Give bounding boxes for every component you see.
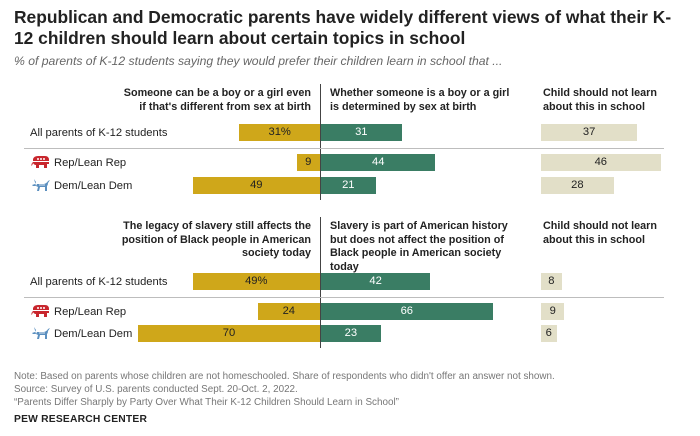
- bar-left-value-label: 9: [305, 156, 312, 168]
- row-label: Rep/Lean Rep: [54, 156, 127, 169]
- bar-neither-value-label: 28: [571, 179, 584, 191]
- bar-right-value-label: 31: [355, 126, 368, 138]
- bar-neither: [541, 177, 614, 194]
- bar-right: [321, 177, 376, 194]
- chart-subtitle: % of parents of K-12 students saying the…: [14, 54, 503, 68]
- footnote-source: Source: Survey of U.S. parents conducted…: [14, 384, 298, 395]
- column-header-middle: Whether someone is a boy or a girl is de…: [330, 87, 510, 113]
- bar-neither-value-label: 46: [594, 156, 608, 168]
- row-separator: [24, 148, 664, 149]
- row-label: Dem/Lean Dem: [54, 327, 133, 340]
- footnote-report: “Parents Differ Sharply by Party Over Wh…: [14, 397, 399, 408]
- bar-left: [257, 303, 320, 320]
- row-label: All parents of K-12 students: [30, 126, 168, 139]
- bar-neither: [541, 154, 661, 171]
- bar-neither: [541, 325, 557, 342]
- column-header-right: Child should not learn about this in sch…: [543, 220, 657, 246]
- bar-left: [192, 177, 320, 194]
- bar-right: [321, 124, 402, 141]
- bar-left: [239, 124, 320, 141]
- bar-right-value-label: 42: [369, 275, 382, 287]
- bar-neither-value-label: 8: [548, 275, 555, 287]
- center-divider-line: [320, 84, 321, 200]
- row-label: Rep/Lean Rep: [54, 305, 127, 318]
- bar-neither-value-label: 37: [582, 126, 596, 138]
- republican-elephant-icon: [31, 304, 51, 318]
- bar-right: [321, 325, 381, 342]
- pew-research-center-logo-text: PEW RESEARCH CENTER: [14, 414, 148, 425]
- column-header-left: The legacy of slavery still affects the …: [121, 220, 311, 259]
- democratic-donkey-icon: [31, 178, 51, 192]
- bar-neither-value-label: 6: [545, 327, 552, 339]
- bar-left: [138, 325, 320, 342]
- bar-left-value-label: 70: [222, 327, 236, 339]
- column-header-middle: Slavery is part of American history but …: [330, 220, 508, 273]
- bar-right: [321, 273, 431, 290]
- democratic-donkey-icon: [31, 326, 51, 340]
- bar-neither-value-label: 9: [549, 305, 556, 317]
- bar-left: [296, 154, 320, 171]
- bar-neither: [541, 303, 565, 320]
- center-divider-line: [320, 217, 321, 348]
- footnote-note: Note: Based on parents whose children ar…: [14, 371, 555, 382]
- row-label: Dem/Lean Dem: [54, 179, 133, 192]
- bar-right: [321, 303, 493, 320]
- bar-right-value-label: 66: [400, 305, 414, 317]
- bar-left-value-label: 31%: [268, 126, 291, 138]
- bar-right-value-label: 21: [342, 179, 355, 191]
- bar-left: [192, 273, 320, 290]
- chart-title: Republican and Democratic parents have w…: [14, 7, 672, 48]
- bar-neither: [541, 273, 562, 290]
- row-separator: [24, 297, 664, 298]
- bar-left-value-label: 24: [282, 305, 296, 317]
- column-header-right: Child should not learn about this in sch…: [543, 87, 657, 113]
- bar-neither: [541, 124, 638, 141]
- bar-right-value-label: 23: [344, 327, 358, 339]
- bar-left-value-label: 49: [250, 179, 263, 191]
- republican-elephant-icon: [31, 155, 51, 169]
- bar-right: [321, 154, 436, 171]
- column-header-left: Someone can be a boy or a girl even if t…: [123, 87, 311, 113]
- bar-right-value-label: 44: [371, 156, 385, 168]
- row-label: All parents of K-12 students: [30, 275, 168, 288]
- bar-left-value-label: 49%: [245, 275, 268, 287]
